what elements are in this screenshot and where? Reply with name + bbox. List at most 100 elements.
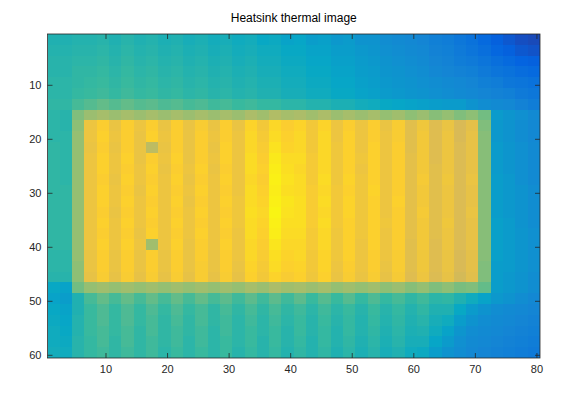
y-tick-right — [535, 247, 540, 248]
heat-cell — [84, 142, 97, 153]
heat-cell — [121, 77, 134, 88]
heat-cell — [220, 56, 233, 67]
heat-cell — [121, 164, 134, 175]
heat-cell — [318, 142, 331, 153]
heat-cell — [146, 304, 159, 315]
heat-cell — [331, 304, 344, 315]
heat-cell — [84, 153, 97, 164]
heat-cell — [355, 99, 368, 110]
heat-cell — [84, 239, 97, 250]
heat-cell — [257, 228, 270, 239]
heat-cell — [318, 88, 331, 99]
heat-cell — [281, 304, 294, 315]
heat-cell — [183, 34, 196, 45]
heat-cell — [220, 131, 233, 142]
heat-cell — [331, 207, 344, 218]
heat-cell — [405, 228, 418, 239]
heat-cell — [97, 45, 110, 56]
heat-cell — [478, 228, 491, 239]
heat-cell — [195, 261, 208, 272]
heat-cell — [380, 34, 393, 45]
heat-cell — [134, 174, 147, 185]
heat-cell — [220, 153, 233, 164]
heat-cell — [392, 336, 405, 347]
heat-cell — [306, 34, 319, 45]
heat-cell — [60, 120, 73, 131]
heat-cell — [171, 153, 184, 164]
heat-cell — [478, 315, 491, 326]
heat-cell — [442, 326, 455, 337]
heat-cell — [60, 99, 73, 110]
heat-cell — [528, 293, 540, 304]
heat-cell — [491, 304, 504, 315]
heat-cell — [528, 34, 540, 45]
heat-cell — [466, 272, 479, 283]
heat-cell — [294, 347, 307, 358]
heat-cell — [232, 336, 245, 347]
heat-cell — [343, 164, 356, 175]
heat-cell — [48, 218, 61, 229]
heat-cell — [368, 239, 381, 250]
heat-cell — [368, 282, 381, 293]
heat-cell — [478, 336, 491, 347]
heat-cell — [134, 315, 147, 326]
heat-cell — [97, 282, 110, 293]
heat-cell — [269, 77, 282, 88]
heat-cell — [232, 131, 245, 142]
heat-cell — [355, 66, 368, 77]
heat-cell — [528, 88, 540, 99]
heat-cell — [318, 153, 331, 164]
heat-cell — [60, 153, 73, 164]
heat-cell — [503, 153, 516, 164]
heat-cell — [294, 56, 307, 67]
heat-cell — [195, 347, 208, 358]
heat-cell — [368, 326, 381, 337]
heat-cell — [134, 88, 147, 99]
heat-cell — [392, 56, 405, 67]
heat-cell — [60, 164, 73, 175]
heat-cell — [121, 250, 134, 261]
heat-cell — [528, 110, 540, 121]
heat-cell — [442, 272, 455, 283]
heat-cell — [442, 315, 455, 326]
heat-cell — [121, 207, 134, 218]
heat-cell — [109, 153, 122, 164]
heat-cell — [466, 185, 479, 196]
heat-cell — [109, 239, 122, 250]
heat-cell — [171, 261, 184, 272]
heat-cell — [245, 66, 258, 77]
heat-cell — [281, 239, 294, 250]
heat-cell — [121, 282, 134, 293]
heat-cell — [368, 218, 381, 229]
heat-cell — [491, 131, 504, 142]
heat-cell — [134, 228, 147, 239]
heat-cell — [318, 315, 331, 326]
heat-cell — [454, 336, 467, 347]
heat-cell — [97, 34, 110, 45]
heat-cell — [257, 77, 270, 88]
heat-cell — [306, 207, 319, 218]
heat-cell — [134, 261, 147, 272]
heat-cell — [60, 77, 73, 88]
heat-cell — [466, 88, 479, 99]
heat-cell — [454, 261, 467, 272]
heat-cell — [306, 88, 319, 99]
heat-cell — [134, 185, 147, 196]
heat-cell — [466, 142, 479, 153]
heat-cell — [146, 326, 159, 337]
heat-cell — [220, 218, 233, 229]
heat-cell — [355, 304, 368, 315]
heat-cell — [429, 164, 442, 175]
heat-cell — [405, 45, 418, 56]
heat-cell — [466, 228, 479, 239]
heat-cell — [72, 120, 85, 131]
heat-cell — [183, 99, 196, 110]
heat-cell — [343, 336, 356, 347]
heat-cell — [48, 228, 61, 239]
heat-cell — [405, 120, 418, 131]
heat-cell — [109, 110, 122, 121]
heat-cell — [454, 153, 467, 164]
heat-cell — [306, 164, 319, 175]
heat-cell — [269, 131, 282, 142]
heat-cell — [84, 164, 97, 175]
